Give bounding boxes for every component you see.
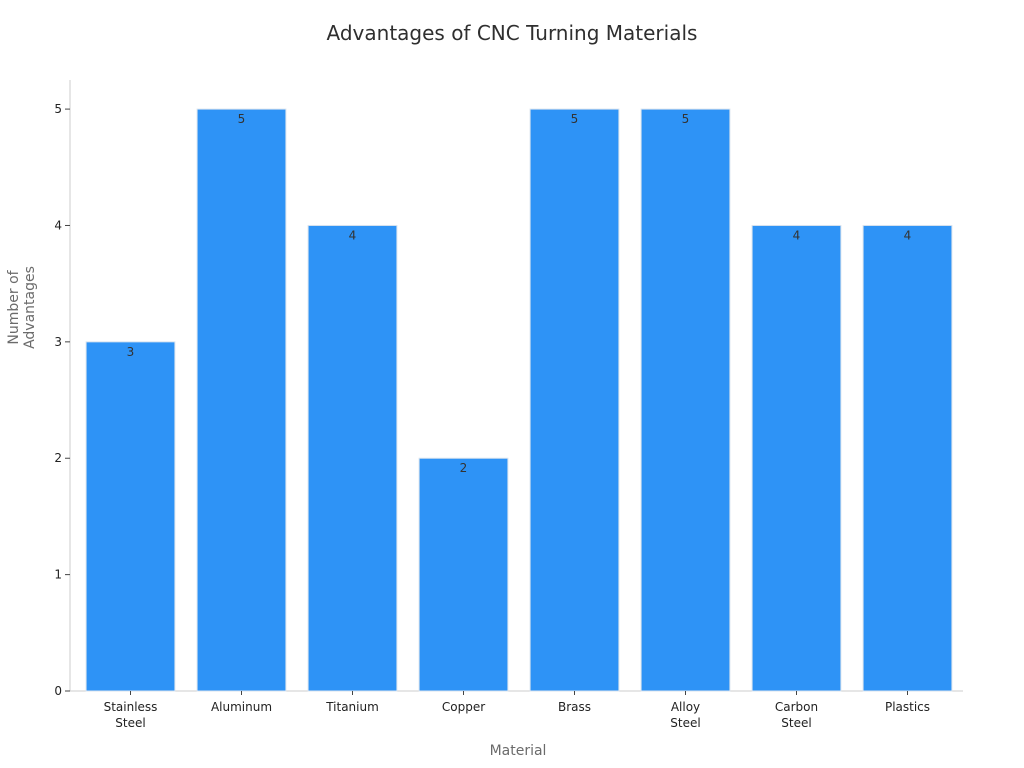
- bar: [196, 108, 287, 692]
- bar-value-label: 3: [127, 345, 135, 359]
- x-tick-label: Stainless Steel: [104, 700, 158, 730]
- bar-value-label: 5: [682, 112, 690, 126]
- x-tick-label: Aluminum: [211, 700, 272, 714]
- bar: [418, 457, 509, 692]
- x-tick-label: Titanium: [325, 700, 379, 714]
- plot-area: 0 1 2 3 4 5 3 Stainless Steel 5 Aluminum 4 Titanium 2…: [54, 80, 963, 730]
- bar: [529, 108, 620, 692]
- y-axis-label: Number ofAdvantages: [6, 266, 38, 349]
- y-tick-label: 3: [54, 335, 62, 349]
- x-tick-label: Alloy Steel: [670, 700, 700, 730]
- y-tick-label: 0: [54, 684, 62, 698]
- bar-value-label: 5: [238, 112, 246, 126]
- chart-title: Advantages of CNC Turning Materials: [327, 21, 698, 45]
- x-tick-label: Copper: [442, 700, 485, 714]
- x-tick-label: Plastics: [885, 700, 930, 714]
- bar: [85, 341, 176, 692]
- bar: [751, 224, 842, 692]
- bar-value-label: 4: [793, 228, 801, 242]
- x-tick-label: Carbon Steel: [775, 700, 818, 730]
- bar: [307, 224, 398, 692]
- bar-value-label: 4: [904, 228, 912, 242]
- bar-value-label: 5: [571, 112, 579, 126]
- y-tick-label: 5: [54, 102, 62, 116]
- bar: [640, 108, 731, 692]
- svg-text:Number ofAdvantages: Number ofAdvantages: [6, 266, 38, 349]
- bar-value-label: 4: [349, 228, 357, 242]
- y-tick-label: 4: [54, 218, 62, 232]
- x-axis-label: Material: [490, 743, 547, 759]
- bar: [862, 224, 953, 692]
- bar-value-label: 2: [460, 461, 468, 475]
- y-tick-label: 1: [54, 568, 62, 582]
- y-tick-label: 2: [54, 451, 62, 465]
- x-tick-label: Brass: [558, 700, 591, 714]
